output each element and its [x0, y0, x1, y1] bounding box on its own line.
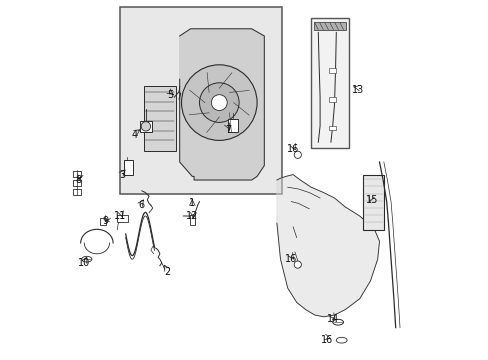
Text: 10: 10: [78, 258, 90, 268]
Bar: [313, 22, 346, 30]
Circle shape: [181, 65, 257, 140]
Bar: [117, 215, 128, 222]
Bar: [190, 215, 194, 225]
Bar: [73, 171, 81, 177]
Bar: [140, 121, 151, 132]
Ellipse shape: [336, 337, 346, 343]
Circle shape: [141, 122, 150, 131]
Bar: [123, 160, 133, 175]
Polygon shape: [179, 29, 264, 180]
Ellipse shape: [81, 256, 92, 262]
Bar: [328, 126, 335, 130]
Bar: [228, 119, 238, 132]
Text: 12: 12: [186, 211, 198, 221]
Text: 9: 9: [102, 216, 109, 226]
Bar: [328, 97, 335, 102]
Text: 1: 1: [189, 198, 195, 208]
Text: 6: 6: [139, 200, 144, 210]
Bar: [328, 68, 335, 73]
Text: 15: 15: [366, 195, 378, 205]
Bar: [73, 189, 81, 195]
Bar: [120, 7, 282, 194]
Text: 16: 16: [321, 335, 333, 345]
Text: 3: 3: [119, 170, 125, 180]
Bar: [101, 218, 106, 225]
Text: 14: 14: [326, 314, 338, 324]
Circle shape: [199, 83, 239, 122]
Text: 11: 11: [114, 211, 126, 221]
Text: 5: 5: [167, 90, 173, 100]
Text: 4: 4: [131, 130, 138, 140]
Text: 13: 13: [351, 85, 363, 95]
Text: 16: 16: [286, 144, 299, 154]
Text: 7: 7: [224, 125, 231, 135]
Polygon shape: [276, 175, 379, 317]
Circle shape: [294, 261, 301, 268]
Circle shape: [294, 151, 301, 158]
Bar: [310, 18, 348, 148]
Bar: [363, 175, 384, 230]
Bar: [73, 180, 81, 186]
Text: 8: 8: [76, 175, 82, 185]
Text: 16: 16: [285, 254, 297, 264]
Circle shape: [211, 95, 227, 111]
Text: 2: 2: [163, 267, 170, 277]
Ellipse shape: [332, 319, 343, 325]
Bar: [143, 86, 176, 151]
